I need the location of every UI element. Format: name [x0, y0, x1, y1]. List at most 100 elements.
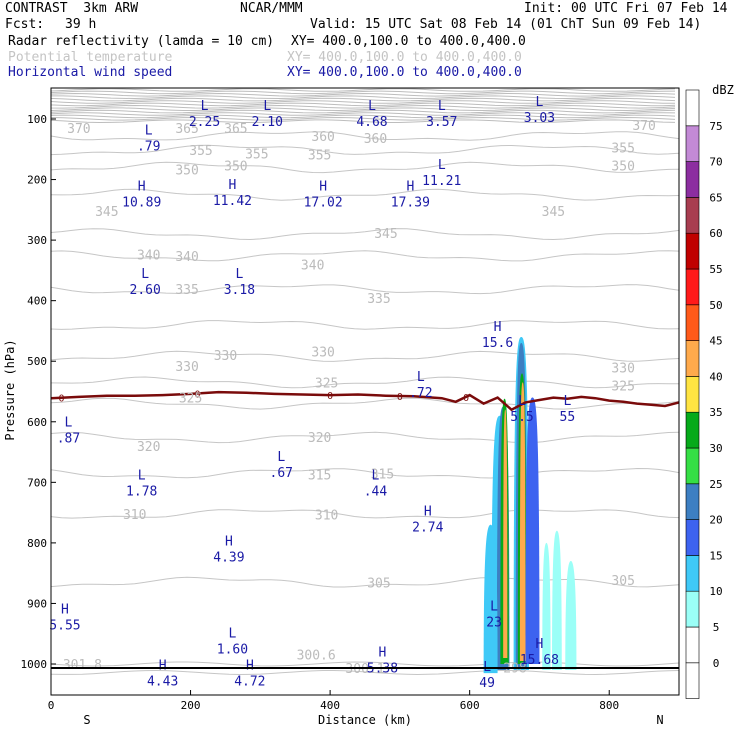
wind-extremum-value: .72 — [409, 386, 432, 401]
wind-extremum-kind: H — [424, 504, 432, 519]
colorbar-swatch — [685, 340, 700, 377]
colorbar-swatch — [685, 662, 700, 699]
wind-extremum-value: 15.68 — [520, 653, 559, 668]
wind-extremum-value: 55 — [560, 410, 576, 425]
colorbar-tick-label: 15 — [709, 549, 722, 562]
wind-extremum-value: 4.43 — [147, 675, 178, 690]
wind-extremum-value: .67 — [270, 466, 293, 481]
wind-extremum-value: 2.60 — [130, 283, 161, 298]
colorbar-tick-label: 0 — [713, 657, 720, 670]
theta-label: 330 — [175, 360, 198, 375]
valid-time: Valid: 15 UTC Sat 08 Feb 14 (01 ChT Sun … — [310, 17, 702, 32]
theta-label: 330 — [311, 346, 334, 361]
theta-contour — [50, 397, 680, 410]
upper-theta-line — [50, 95, 676, 100]
theta-label: 345 — [542, 205, 565, 220]
org-label: NCAR/MMM — [240, 1, 303, 16]
colorbar-swatch — [685, 232, 700, 270]
reflectivity-cell — [503, 409, 508, 658]
theta-contour — [50, 144, 680, 156]
reflectivity-cell — [519, 382, 526, 661]
wind-extremum-kind: H — [536, 637, 544, 652]
wind-extremum: L.44 — [364, 469, 388, 500]
upper-theta-line — [50, 88, 676, 92]
upper-theta-line — [50, 107, 676, 112]
wind-extremum: H2.74 — [412, 504, 443, 535]
wind-extremum-value: 1.60 — [217, 643, 248, 658]
wind-extremum: L2.25 — [189, 99, 220, 130]
wind-extremum-value: 23 — [486, 615, 502, 630]
freezing-level-label: 0 — [327, 391, 333, 402]
wind-extremum-kind: L — [141, 267, 149, 282]
wind-extremum-kind: H — [406, 180, 414, 195]
upper-theta-line — [50, 90, 676, 95]
colorbar: 0 5 10 15 20 25 30 35 40 45 50 55 60 65 70 75 — [685, 89, 723, 699]
wind-extremum-kind: H — [138, 180, 146, 195]
wind-extremum: H4.39 — [213, 535, 244, 566]
y-tick-label: 100 — [27, 113, 47, 126]
wind-extremum: H15.6 — [482, 320, 513, 351]
surface-theta-contour — [50, 669, 680, 676]
wind-extremum-kind: L — [536, 95, 544, 110]
freezing-level-label: 0 — [195, 389, 201, 400]
wind-extremum-value: 49 — [479, 676, 495, 691]
wind-extremum: L.67 — [270, 450, 293, 481]
wind-extremum-kind: H — [229, 178, 237, 193]
freezing-level-contour: 0 0 0 0 0 — [50, 389, 680, 412]
colorbar-swatch — [685, 555, 700, 592]
wind-extremum: L1.60 — [217, 627, 248, 658]
wind-extremum: H5.38 — [367, 645, 398, 676]
wind-extremum: H17.02 — [304, 180, 343, 211]
colorbar-tick-label: 45 — [709, 335, 722, 348]
theta-contour — [50, 228, 680, 241]
x-tick-label: 600 — [460, 699, 480, 712]
wind-extremum: L.72 — [409, 370, 432, 401]
wind-extremum: L.79 — [137, 123, 160, 154]
south-label: S — [83, 713, 90, 727]
field3-name: Horizontal wind speed — [8, 65, 173, 80]
x-tick-label: 200 — [181, 699, 201, 712]
theta-label: 305 — [611, 574, 634, 589]
wind-extremum-value: 2.25 — [189, 115, 220, 130]
wind-extremum-kind: H — [246, 659, 254, 674]
wind-extremum: H17.39 — [391, 180, 430, 211]
theta-label: 325 — [179, 392, 202, 407]
theta-contour — [50, 350, 680, 362]
upper-theta-line — [50, 119, 676, 124]
upper-theta-line — [50, 109, 676, 114]
fcst-value: 39 h — [65, 17, 97, 32]
field1-xy: XY= 400.0,100.0 to 400.0,400.0 — [291, 34, 526, 49]
wind-extremum-value: 3.18 — [224, 283, 255, 298]
plot-frame — [50, 87, 680, 696]
theta-label: 350 — [175, 163, 198, 178]
theta-label: 355 — [308, 149, 331, 164]
wind-extremum: L23 — [486, 599, 502, 630]
wind-extremum-kind: L — [65, 415, 73, 430]
colorbar-title: dBZ — [712, 83, 734, 97]
reflectivity-cell — [525, 397, 540, 664]
wind-extremum-kind: L — [372, 469, 380, 484]
x-tick-label: 0 — [48, 699, 55, 712]
upper-theta-line — [50, 102, 676, 107]
wind-extremum-value: .44 — [364, 485, 388, 500]
wind-extremum-kind: H — [494, 320, 502, 335]
theta-contour — [50, 320, 680, 330]
wind-extremum-value: 2.74 — [412, 520, 443, 535]
freezing-level-line — [50, 390, 680, 412]
wind-extremum-kind: L — [235, 267, 243, 282]
colorbar-tick-label: 35 — [709, 406, 722, 419]
theta-label: 355 — [189, 144, 212, 159]
wind-extremum: L1.78 — [126, 469, 157, 500]
field2-xy: XY= 400.0,100.0 to 400.0,400.0 — [287, 50, 522, 65]
reflectivity-cell — [483, 524, 498, 674]
theta-label: 345 — [374, 227, 397, 242]
wind-extremum-value: .87 — [57, 431, 80, 446]
wind-extremum: L5.5 — [510, 394, 533, 425]
wind-extremum-value: 17.39 — [391, 196, 430, 211]
x-tick-label: 800 — [599, 699, 619, 712]
wind-extremum: L4.68 — [356, 99, 387, 130]
theta-label: 325 — [611, 379, 634, 394]
wind-extremum-value: 11.42 — [213, 194, 252, 209]
upper-theta-line — [50, 112, 676, 116]
